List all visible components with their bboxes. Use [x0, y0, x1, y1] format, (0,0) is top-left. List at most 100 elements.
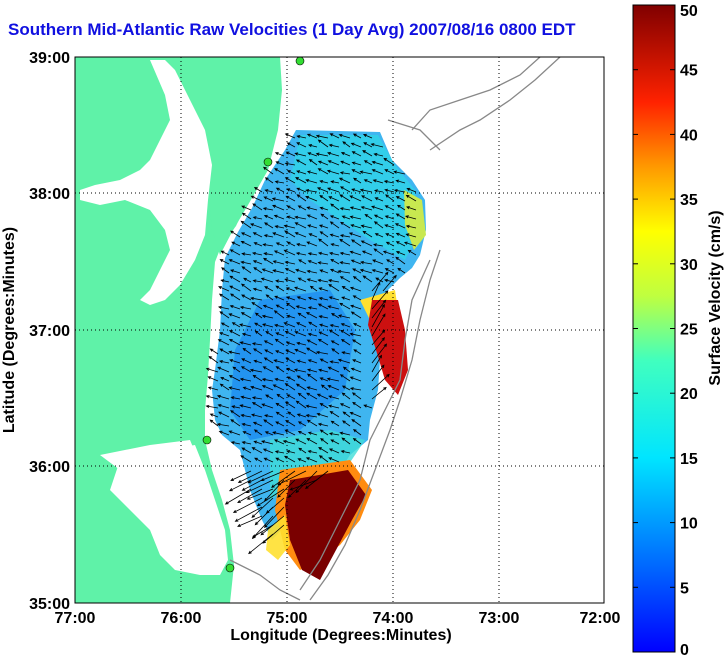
velocity-arrow: [228, 375, 241, 382]
velocity-arrow: [251, 447, 263, 454]
velocity-arrow: [240, 312, 252, 319]
velocity-arrow: [405, 215, 417, 220]
velocity-arrow: [286, 367, 296, 373]
velocity-arrow: [220, 377, 230, 382]
velocity-arrow: [253, 187, 263, 193]
velocity-arrow: [330, 340, 340, 346]
velocity-arrow: [250, 296, 263, 301]
velocity-arrow: [316, 187, 329, 193]
velocity-arrow: [406, 187, 417, 193]
velocity-arrow: [374, 189, 384, 193]
velocity-arrow: [251, 396, 263, 400]
velocity-arrow: [249, 368, 263, 373]
velocity-arrow: [230, 441, 241, 445]
velocity-arrow: [243, 277, 252, 283]
velocity-arrow: [315, 350, 329, 355]
velocity-arrow: [275, 411, 285, 418]
velocity-arrow: [339, 251, 351, 256]
velocity-arrow: [329, 133, 340, 139]
velocity-arrow: [241, 358, 252, 364]
velocity-arrow: [329, 251, 340, 256]
velocity-arrow: [349, 332, 362, 337]
velocity-arrow: [339, 194, 351, 202]
velocity-arrow: [362, 133, 373, 139]
velocity-arrow: [264, 222, 274, 229]
velocity-arrow: [339, 302, 351, 310]
velocity-arrow: [371, 386, 387, 400]
velocity-arrow: [307, 431, 318, 436]
velocity-arrow: [329, 221, 340, 229]
velocity-arrow: [353, 177, 362, 184]
velocity-arrow: [328, 432, 340, 436]
velocity-arrow: [351, 239, 362, 247]
chesapeake-bay: [80, 60, 212, 305]
velocity-arrow: [317, 251, 329, 256]
velocity-arrow: [327, 160, 340, 166]
velocity-arrow: [340, 160, 351, 166]
velocity-arrow: [253, 429, 263, 436]
velocity-arrow: [371, 373, 390, 391]
velocity-arrow: [286, 215, 296, 220]
velocity-arrow: [339, 171, 351, 175]
velocity-arrow: [260, 277, 274, 283]
velocity-arrow: [352, 275, 362, 283]
velocity-arrow: [263, 214, 274, 220]
velocity-arrow: [331, 348, 340, 355]
velocity-arrow: [328, 196, 340, 202]
velocity-arrow: [361, 195, 373, 202]
colorbar-tick-label: 10: [680, 516, 698, 533]
velocity-arrow: [352, 428, 362, 436]
velocity-arrow: [246, 488, 274, 500]
velocity-arrow: [242, 347, 252, 355]
velocity-arrow: [275, 161, 285, 166]
velocity-arrow: [306, 133, 318, 139]
velocity-arrow: [241, 447, 252, 454]
velocity-arrow: [384, 215, 395, 220]
velocity-arrow: [306, 368, 318, 373]
velocity-arrow: [253, 359, 263, 364]
velocity-arrow: [363, 404, 373, 409]
albemarle-sound: [100, 440, 195, 470]
velocity-arrow: [218, 305, 230, 310]
velocity-arrow: [240, 232, 252, 238]
velocity-arrow: [406, 206, 417, 211]
velocity-arrow: [241, 294, 252, 301]
velocity-arrow: [305, 179, 318, 184]
y-axis-ticks: 39:00 38:00 37:00 36:00 35:00: [29, 50, 70, 613]
velocity-arrow: [393, 189, 406, 193]
velocity-arrow: [326, 377, 340, 382]
velocity-arrow: [373, 221, 384, 229]
velocity-arrow: [371, 269, 384, 274]
velocity-arrow: [329, 268, 340, 274]
velocity-arrow: [276, 393, 285, 400]
velocity-arrow: [295, 177, 307, 184]
velocity-arrow: [306, 419, 318, 427]
velocity-arrow: [328, 143, 340, 148]
velocity-arrow: [218, 286, 230, 292]
velocity-arrow: [341, 215, 351, 220]
velocity-arrow: [295, 383, 307, 391]
velocity-arrow: [352, 295, 362, 301]
velocity-arrow: [275, 242, 285, 247]
velocity-arrow: [318, 331, 329, 337]
velocity-arrow: [370, 143, 384, 148]
velocity-arrow: [261, 268, 274, 274]
velocity-arrow: [277, 479, 296, 498]
velocity-arrow: [328, 279, 340, 283]
velocity-arrow: [252, 203, 263, 211]
velocity-arrow: [241, 441, 252, 445]
velocity-arrow: [284, 401, 296, 409]
velocity-arrow: [264, 431, 274, 436]
velocity-arrow: [329, 215, 340, 220]
velocity-arrow: [230, 396, 241, 400]
velocity-arrow: [241, 212, 252, 220]
velocity-arrow: [360, 224, 373, 229]
velocity-arrow: [219, 383, 230, 391]
x-tick-label: 72:00: [580, 610, 621, 627]
velocity-arrow: [284, 177, 296, 184]
velocity-arrow: [250, 385, 263, 391]
velocity-arrow: [407, 249, 417, 256]
velocity-arrow: [274, 295, 285, 301]
velocity-arrow: [261, 403, 274, 409]
velocity-arrow: [397, 267, 406, 274]
